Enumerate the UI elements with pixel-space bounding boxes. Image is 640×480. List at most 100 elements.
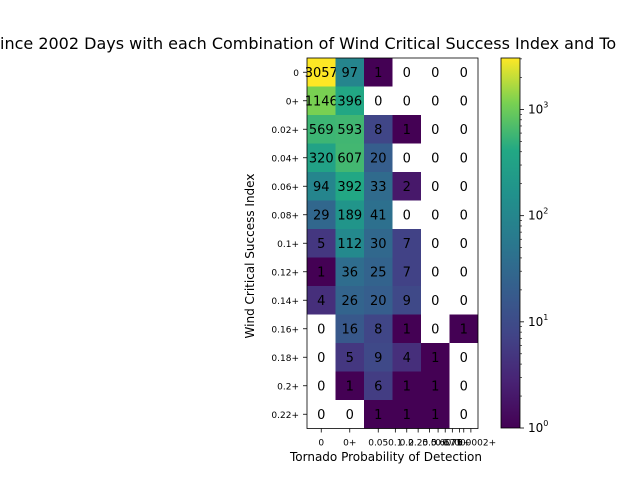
y-tick-label: 0.22+: [271, 411, 299, 421]
cell-value-label: 0: [431, 208, 439, 223]
cell-value-label: 0: [317, 322, 325, 337]
cell-value-label: 9: [403, 294, 411, 309]
cell-value-label: 0: [460, 151, 468, 166]
cell-value-label: 0: [431, 123, 439, 138]
heatmap-cell: [392, 286, 421, 315]
heatmap-cell: [364, 343, 393, 372]
y-tick-label: 0.2+: [277, 382, 299, 392]
cell-value-label: 189: [337, 208, 362, 223]
cell-value-label: 20: [370, 151, 387, 166]
cell-value-label: 20: [370, 294, 387, 309]
heatmap-cell: [449, 314, 478, 343]
cell-value-label: 16: [341, 322, 358, 337]
x-tick-label: 0: [318, 439, 324, 449]
heatmap-cell: [392, 343, 421, 372]
cell-value-label: 0: [346, 408, 354, 423]
cell-value-label: 0: [431, 322, 439, 337]
cell-value-label: 1: [403, 123, 411, 138]
cell-value-label: 0: [460, 123, 468, 138]
heatmap-cell: [335, 58, 364, 87]
x-axis-label: Tornado Probability of Detection: [289, 450, 482, 464]
x-tick-label: 0.6: [431, 439, 446, 449]
heatmap-cell: [364, 400, 393, 429]
cell-value-label: 7: [403, 265, 411, 280]
heatmap-cell: [364, 257, 393, 286]
cell-value-label: 0: [403, 208, 411, 223]
colorbar: [500, 57, 521, 429]
chart-title: ince 2002 Days with each Combination of …: [0, 34, 617, 53]
heatmap-cell: [364, 143, 393, 172]
heatmap-cell: [364, 58, 393, 87]
cell-value-label: 0: [460, 94, 468, 109]
cell-value-label: 0: [431, 94, 439, 109]
heatmap-cell: [392, 314, 421, 343]
y-tick-label: 0+: [286, 97, 299, 107]
cell-value-label: 0: [460, 180, 468, 195]
heatmap-cell: [392, 371, 421, 400]
heatmap-cell: [307, 58, 336, 87]
cell-value-label: 0: [431, 265, 439, 280]
heatmap-cell: [364, 286, 393, 315]
x-tick-label: 0.67: [435, 439, 455, 449]
heatmap-cell: [392, 172, 421, 201]
cell-value-label: 0: [431, 180, 439, 195]
y-tick-label: 0.02+: [271, 126, 299, 136]
cell-value-label: 1: [346, 379, 354, 394]
heatmap-cell: [307, 257, 336, 286]
cell-value-label: 607: [337, 151, 362, 166]
y-tick-label: 0.12+: [271, 268, 299, 278]
cell-value-label: 8: [374, 322, 382, 337]
cell-value-label: 0: [460, 379, 468, 394]
y-tick-label: 0.08+: [271, 211, 299, 221]
cell-value-label: 1146: [305, 94, 338, 109]
heatmap-cell: [364, 115, 393, 144]
cell-value-label: 0: [403, 94, 411, 109]
cell-value-label: 94: [313, 180, 330, 195]
cell-value-label: 112: [337, 237, 362, 252]
colorbar-tick-label: 102: [528, 207, 548, 223]
cell-value-label: 36: [341, 265, 358, 280]
y-tick-label: 0.04+: [271, 154, 299, 164]
x-tick-label: 0+: [457, 439, 470, 449]
cell-value-label: 0: [460, 237, 468, 252]
cell-value-label: 0: [460, 208, 468, 223]
cell-value-label: 8: [374, 123, 382, 138]
y-tick-label: 0.06+: [271, 183, 299, 193]
heatmap-cell: [307, 143, 336, 172]
x-tick-label: 0.000002+: [446, 439, 496, 449]
x-tick-label: 0.75: [442, 439, 462, 449]
heatmap-cell: [307, 172, 336, 201]
cell-value-label: 1: [431, 408, 439, 423]
heatmap-cell: [335, 257, 364, 286]
x-tick-label: 0.1: [388, 439, 402, 449]
cell-value-label: 0: [460, 265, 468, 280]
cell-value-label: 4: [403, 351, 411, 366]
heatmap-cell: [335, 200, 364, 229]
cell-value-label: 1: [431, 351, 439, 366]
heatmap-cell: [364, 229, 393, 258]
heatmap-cell: [364, 200, 393, 229]
cell-value-label: 41: [370, 208, 387, 223]
cell-value-label: 26: [341, 294, 358, 309]
x-tick-label: 0.05: [368, 439, 388, 449]
heatmap-cell: [392, 115, 421, 144]
x-tick-label: 0.25: [408, 439, 428, 449]
x-tick-label: 0.2: [400, 439, 414, 449]
cell-value-label: 1: [374, 66, 382, 81]
y-tick-label: 0.18+: [271, 354, 299, 364]
cell-value-label: 396: [337, 94, 362, 109]
cell-value-label: 0: [431, 66, 439, 81]
heatmap-cell: [335, 115, 364, 144]
cell-value-label: 0: [460, 408, 468, 423]
heatmap-cell: [307, 86, 336, 115]
heatmap-cell: [421, 371, 450, 400]
cell-value-label: 320: [309, 151, 334, 166]
heatmap-cell: [392, 257, 421, 286]
heatmap-cell: [364, 172, 393, 201]
cell-value-label: 2: [403, 180, 411, 195]
heatmap-cell: [307, 115, 336, 144]
cell-value-label: 593: [337, 123, 362, 138]
y-tick-label: 0.1+: [277, 240, 299, 250]
heatmap-cell: [307, 286, 336, 315]
